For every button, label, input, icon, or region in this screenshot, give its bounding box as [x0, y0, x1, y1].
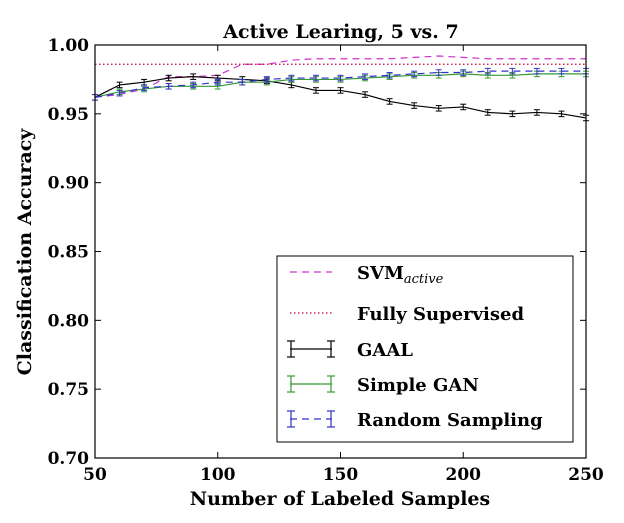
legend-swatch-simple-gan	[287, 375, 335, 393]
legend-swatch-gaal	[287, 340, 335, 358]
legend-swatch-random-sampling	[287, 410, 335, 428]
x-tick-label: 250	[568, 465, 604, 485]
legend-label-random-sampling: Random Sampling	[357, 410, 543, 431]
legend-label-gaal: GAAL	[357, 340, 413, 361]
error-bar-random_sampling	[165, 83, 172, 90]
y-tick-label: 0.85	[48, 243, 89, 263]
error-bar-random_sampling	[509, 67, 516, 75]
error-bar-gaal	[484, 109, 491, 116]
error-bar-gaal	[509, 110, 516, 118]
legend-label-svm: SVMactive	[357, 263, 444, 287]
error-bar-gaal	[435, 105, 442, 112]
error-bar-random_sampling	[533, 67, 540, 75]
y-tick-label: 1.00	[48, 36, 90, 56]
y-tick-label: 0.80	[48, 311, 90, 331]
y-tick-label: 0.75	[48, 380, 89, 400]
series-random_sampling	[92, 67, 589, 101]
error-bar-gaal	[190, 73, 197, 80]
x-tick-label: 50	[83, 465, 107, 485]
error-bar-random_sampling	[312, 74, 319, 82]
tick-layer: 50 100 150 200 250 0.70 0.75 0.80 0.85 0.90 0.95 1.…	[48, 36, 604, 485]
error-bar-gaal	[460, 103, 467, 111]
series-svm	[94, 55, 586, 98]
error-bar-gaal	[386, 98, 393, 105]
y-tick-label: 0.70	[48, 449, 90, 469]
error-bar-gaal	[337, 87, 344, 94]
y-axis-label: Classification Accuracy	[14, 128, 36, 376]
legend-label-simple-gan: Simple GAN	[357, 375, 479, 396]
legend-label-fully-supervised: Fully Supervised	[357, 304, 524, 325]
error-bar-random_sampling	[214, 78, 221, 86]
legend-label-svm-sub: active	[404, 272, 444, 287]
series-line-svm	[94, 55, 586, 98]
legend: SVMactive Fully Supervised GAAL Simple G…	[276, 255, 574, 443]
error-bar-gaal	[116, 81, 123, 89]
error-bar-random_sampling	[362, 73, 369, 80]
error-bar-random_sampling	[141, 84, 148, 91]
error-bar-gaal	[558, 110, 565, 118]
error-bar-gaal	[312, 87, 319, 94]
x-tick-label: 150	[323, 465, 359, 485]
error-bar-random_sampling	[288, 74, 295, 82]
error-bar-random_sampling	[386, 72, 393, 79]
error-bar-random_sampling	[484, 67, 491, 75]
error-bar-gaal	[411, 102, 418, 109]
error-bar-random_sampling	[190, 81, 197, 89]
error-bar-random_sampling	[239, 78, 246, 86]
y-tick-label: 0.95	[48, 105, 89, 125]
error-bar-gaal	[362, 91, 369, 98]
error-bar-random_sampling	[337, 74, 344, 82]
x-tick-label: 100	[200, 465, 236, 485]
x-tick-label: 200	[446, 465, 482, 485]
error-bar-gaal	[533, 109, 540, 116]
error-bar-random_sampling	[558, 67, 565, 75]
chart-title: Active Learing, 5 vs. 7	[222, 21, 458, 43]
error-bar-random_sampling	[435, 69, 442, 76]
error-bar-random_sampling	[263, 76, 270, 83]
error-bar-gaal	[165, 74, 172, 82]
legend-label-svm-main: SVM	[357, 263, 404, 284]
y-tick-label: 0.90	[48, 174, 90, 194]
error-bar-random_sampling	[411, 70, 418, 78]
error-bar-random_sampling	[116, 89, 123, 97]
series-layer	[92, 55, 589, 122]
x-axis-label: Number of Labeled Samples	[190, 488, 490, 510]
error-bar-random_sampling	[460, 69, 467, 76]
